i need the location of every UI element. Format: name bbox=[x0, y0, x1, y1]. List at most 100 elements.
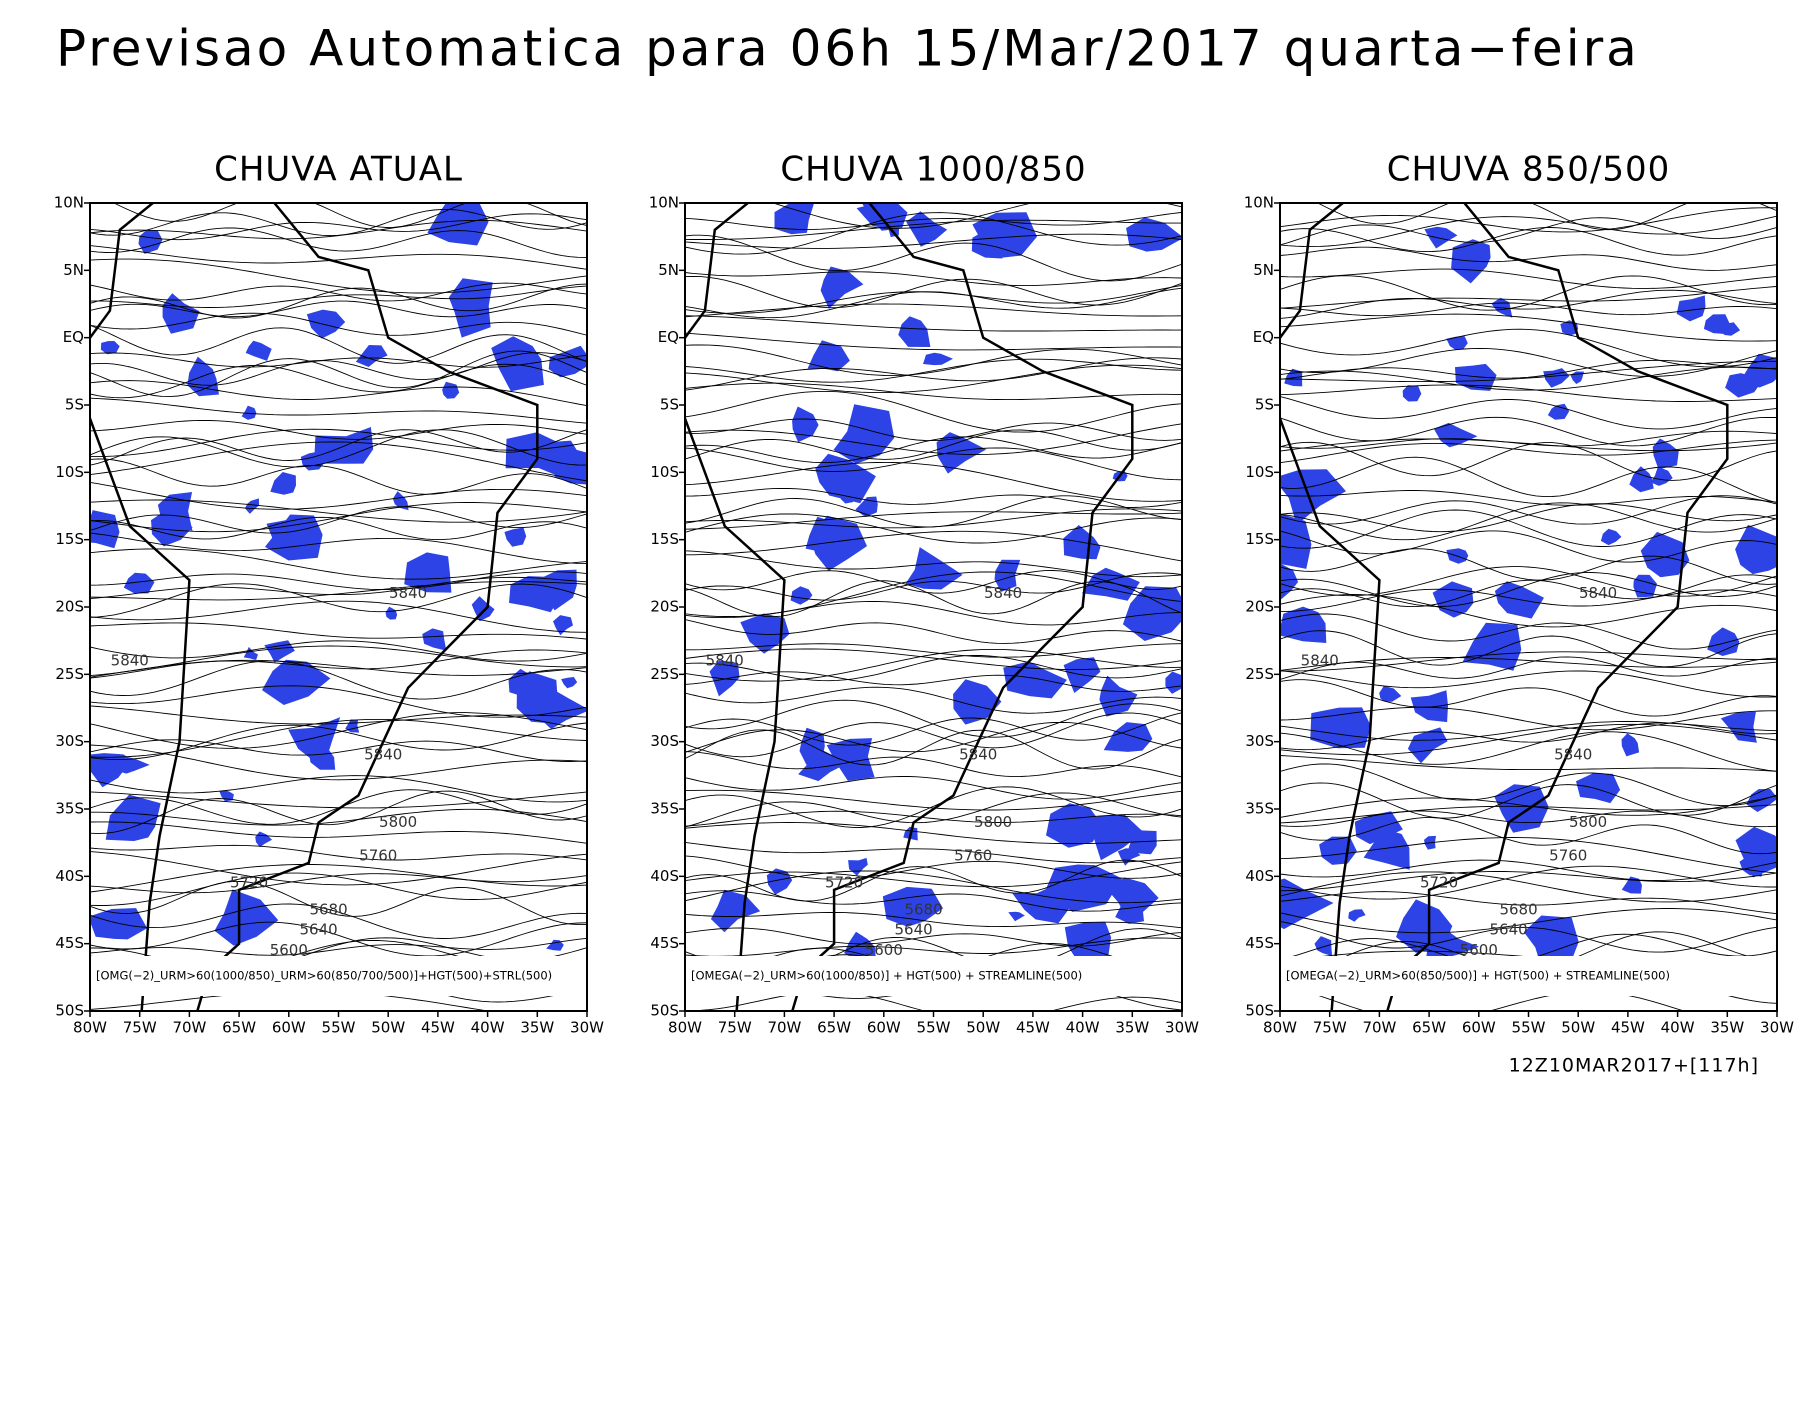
streamline bbox=[90, 300, 587, 318]
streamline bbox=[1280, 416, 1777, 447]
streamline bbox=[1280, 438, 1777, 452]
lat-label: 30S bbox=[1245, 732, 1274, 750]
lat-label: 10S bbox=[55, 463, 84, 481]
streamline bbox=[685, 859, 1182, 902]
streamline bbox=[90, 640, 587, 662]
lat-label: 50S bbox=[650, 1002, 679, 1020]
rain-area bbox=[1735, 524, 1777, 575]
lat-label: 25S bbox=[55, 665, 84, 683]
streamline bbox=[1280, 456, 1777, 503]
lon-label: 30W bbox=[1760, 1019, 1794, 1037]
lon-label: 80W bbox=[73, 1019, 107, 1037]
lat-label: 5N bbox=[1253, 261, 1274, 279]
rain-area bbox=[526, 687, 587, 730]
streamline bbox=[1280, 613, 1777, 650]
streamline bbox=[685, 686, 1182, 714]
lat-label: 35S bbox=[650, 800, 679, 818]
streamline bbox=[1280, 657, 1777, 671]
streamline bbox=[90, 428, 587, 458]
streamline bbox=[1280, 782, 1777, 819]
streamline bbox=[1280, 268, 1777, 289]
streamline bbox=[90, 808, 587, 826]
streamline bbox=[685, 792, 1182, 828]
streamline bbox=[685, 570, 1182, 594]
streamline bbox=[90, 350, 587, 398]
contour-label: 5640 bbox=[1490, 921, 1528, 939]
contour-label: 5640 bbox=[895, 921, 933, 939]
streamline bbox=[90, 744, 587, 781]
coastline bbox=[1280, 203, 1729, 1011]
coastline bbox=[90, 203, 539, 1011]
streamline bbox=[685, 810, 1182, 827]
contour-label: 5720 bbox=[230, 874, 268, 892]
lon-label: 45W bbox=[421, 1019, 455, 1037]
rain-area bbox=[1126, 217, 1182, 252]
lat-label: 45S bbox=[55, 934, 84, 952]
streamline bbox=[1280, 430, 1777, 449]
rain-area bbox=[1082, 567, 1140, 601]
streamline bbox=[1280, 328, 1777, 368]
lat-label: 20S bbox=[55, 598, 84, 616]
streamline bbox=[685, 219, 1181, 240]
lat-label: 5S bbox=[660, 396, 679, 414]
contour-label: 5760 bbox=[954, 847, 992, 865]
rain-area bbox=[1402, 385, 1422, 402]
lon-label: 30W bbox=[570, 1019, 604, 1037]
streamline bbox=[685, 358, 1182, 383]
streamline bbox=[90, 863, 587, 893]
streamline bbox=[1280, 817, 1777, 855]
map-content: 5840584058405800576057205680564056005560 bbox=[1280, 203, 1777, 1011]
rain-area bbox=[912, 216, 934, 239]
rain-area bbox=[1396, 899, 1453, 953]
lat-label: EQ bbox=[658, 328, 679, 346]
rain-area bbox=[826, 738, 875, 781]
rain-area bbox=[1008, 911, 1025, 922]
rain-area bbox=[1446, 335, 1468, 350]
rain-area bbox=[1676, 295, 1706, 322]
contour-label: 5600 bbox=[270, 941, 308, 959]
lat-label: 10N bbox=[649, 194, 679, 212]
contour-label: 5840 bbox=[111, 651, 149, 669]
lon-label: 60W bbox=[1462, 1019, 1496, 1037]
streamline bbox=[90, 532, 587, 565]
streamline bbox=[90, 790, 587, 835]
lon-label: 40W bbox=[1661, 1019, 1695, 1037]
rain-area bbox=[790, 586, 813, 605]
contour-label: 5800 bbox=[1569, 813, 1607, 831]
rain-area bbox=[1707, 627, 1740, 656]
caption-box bbox=[90, 956, 587, 996]
rain-area bbox=[1494, 784, 1549, 833]
contour-label: 5600 bbox=[1460, 941, 1498, 959]
lat-label: 15S bbox=[55, 530, 84, 548]
lon-label: 65W bbox=[222, 1019, 256, 1037]
lon-label: 55W bbox=[322, 1019, 356, 1037]
rain-area bbox=[151, 511, 193, 547]
lon-label: 75W bbox=[718, 1019, 752, 1037]
rain-area bbox=[542, 569, 577, 611]
rain-area bbox=[905, 547, 963, 590]
streamline bbox=[685, 619, 1182, 644]
streamline bbox=[90, 844, 587, 861]
streamline bbox=[1280, 679, 1777, 717]
lat-label: 35S bbox=[1245, 800, 1274, 818]
rain-area bbox=[345, 719, 360, 733]
rain-area bbox=[923, 352, 953, 366]
map-content: 5840584058405800576057205680564056005560 bbox=[90, 203, 587, 1011]
panel-title: CHUVA 1000/850 bbox=[780, 150, 1086, 190]
lon-label: 70W bbox=[767, 1019, 801, 1037]
streamline bbox=[1280, 502, 1777, 541]
streamline bbox=[1280, 670, 1777, 698]
streamline bbox=[685, 600, 1182, 626]
streamline bbox=[685, 344, 1182, 377]
streamline bbox=[90, 324, 587, 364]
rain-area bbox=[1319, 836, 1357, 865]
rain-area bbox=[1717, 322, 1741, 336]
lat-label: 40S bbox=[650, 867, 679, 885]
streamline bbox=[90, 660, 587, 700]
panel-title: CHUVA 850/500 bbox=[1387, 150, 1671, 190]
streamline bbox=[685, 513, 1182, 544]
contour-label: 5760 bbox=[359, 847, 397, 865]
streamline bbox=[685, 991, 1182, 1011]
rain-area bbox=[138, 230, 163, 254]
rain-area bbox=[1280, 469, 1346, 525]
